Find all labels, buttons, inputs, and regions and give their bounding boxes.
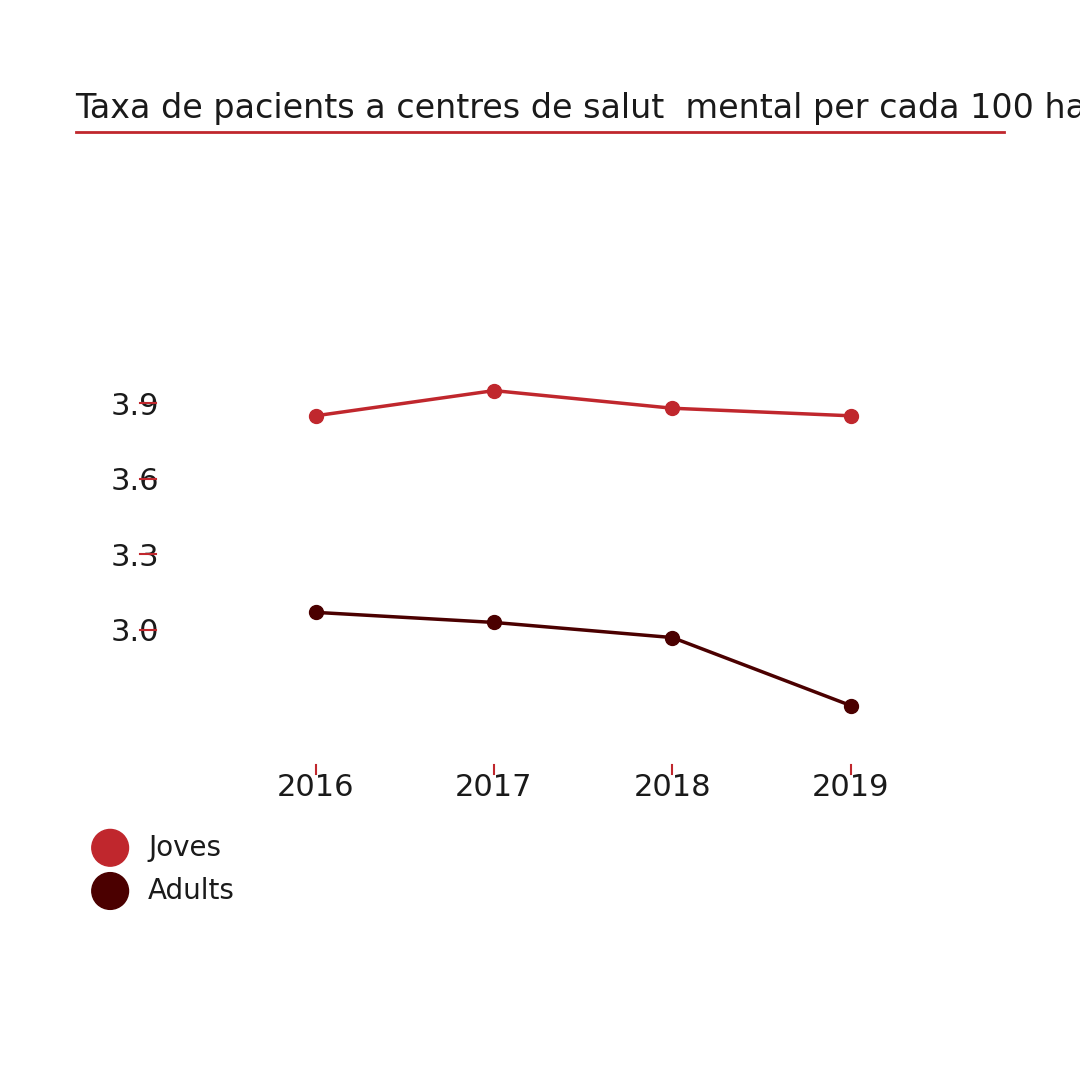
Text: Adults: Adults	[148, 877, 234, 905]
Text: Joves: Joves	[148, 834, 221, 862]
Text: Taxa de pacients a centres de salut  mental per cada 100 habitants: Taxa de pacients a centres de salut ment…	[76, 92, 1080, 125]
